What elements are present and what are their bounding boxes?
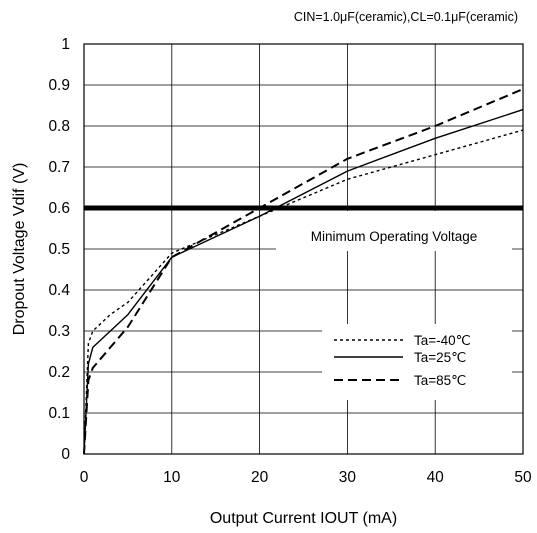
legend-background: [322, 324, 512, 400]
y-tick-label: 0.2: [48, 364, 70, 381]
y-tick-label: 0.5: [48, 241, 70, 258]
series-line-2: [83, 108, 524, 455]
y-tick-label: 0: [61, 446, 70, 463]
plot-frame: [83, 43, 524, 455]
y-tick-label: 0.7: [48, 159, 70, 176]
series-lines: [83, 88, 524, 455]
reference-line-group: Minimum Operating Voltage: [84, 205, 523, 251]
x-tick-labels: 0 10 20 30 40 50: [80, 469, 532, 486]
y-tick-label: 0.4: [48, 282, 70, 299]
legend-label-1: Ta=-40℃: [414, 333, 471, 348]
legend: Ta=-40℃ Ta=25℃ Ta=85℃: [322, 324, 512, 400]
y-tick-labels: 0 0.1 0.2 0.3 0.4 0.5 0.6 0.7 0.8 0.9 1: [48, 36, 70, 463]
series-line-3: [83, 88, 524, 455]
x-tick-label: 0: [80, 469, 89, 486]
y-tick-label: 0.1: [48, 405, 70, 422]
x-tick-label: 50: [514, 469, 532, 486]
x-tick-label: 40: [427, 469, 445, 486]
y-tick-label: 0.6: [48, 200, 70, 217]
x-tick-label: 20: [251, 469, 269, 486]
y-axis-title: Dropout Voltage Vdif (V): [11, 163, 28, 336]
y-tick-label: 0.9: [48, 77, 70, 94]
x-tick-label: 10: [163, 469, 181, 486]
legend-label-2: Ta=25℃: [414, 350, 466, 365]
y-tick-label: 0.3: [48, 323, 70, 340]
y-tick-label: 0.8: [48, 118, 70, 135]
x-tick-label: 30: [339, 469, 357, 486]
legend-label-3: Ta=85℃: [414, 373, 466, 388]
x-axis-title: Output Current IOUT (mA): [210, 510, 397, 527]
conditions-note: CIN=1.0μF(ceramic),CL=0.1μF(ceramic): [294, 10, 518, 24]
y-tick-label: 1: [61, 36, 70, 53]
reference-label-background: [276, 211, 512, 251]
reference-line-label: Minimum Operating Voltage: [311, 229, 478, 244]
